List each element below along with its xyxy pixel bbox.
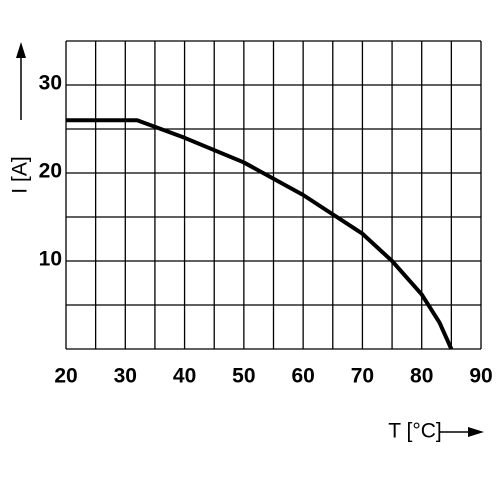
x-tick-label: 50 (232, 365, 255, 388)
y-axis-label: I [A] (9, 156, 32, 193)
x-tick-label: 30 (114, 365, 137, 388)
y-tick-label: 10 (39, 248, 62, 271)
x-tick-label: 20 (54, 365, 77, 388)
y-tick-label: 20 (39, 160, 62, 183)
x-tick-label: 80 (410, 365, 433, 388)
x-axis-label: T [°C] (388, 420, 442, 443)
x-tick-label: 40 (173, 365, 196, 388)
x-tick-label: 70 (351, 365, 374, 388)
line (66, 118, 454, 350)
y-tick-label: 30 (39, 72, 62, 95)
y-arrow-head (16, 42, 26, 58)
x-tick-label: 90 (469, 365, 492, 388)
x-arrow-head (468, 427, 484, 437)
x-tick-label: 60 (291, 365, 314, 388)
